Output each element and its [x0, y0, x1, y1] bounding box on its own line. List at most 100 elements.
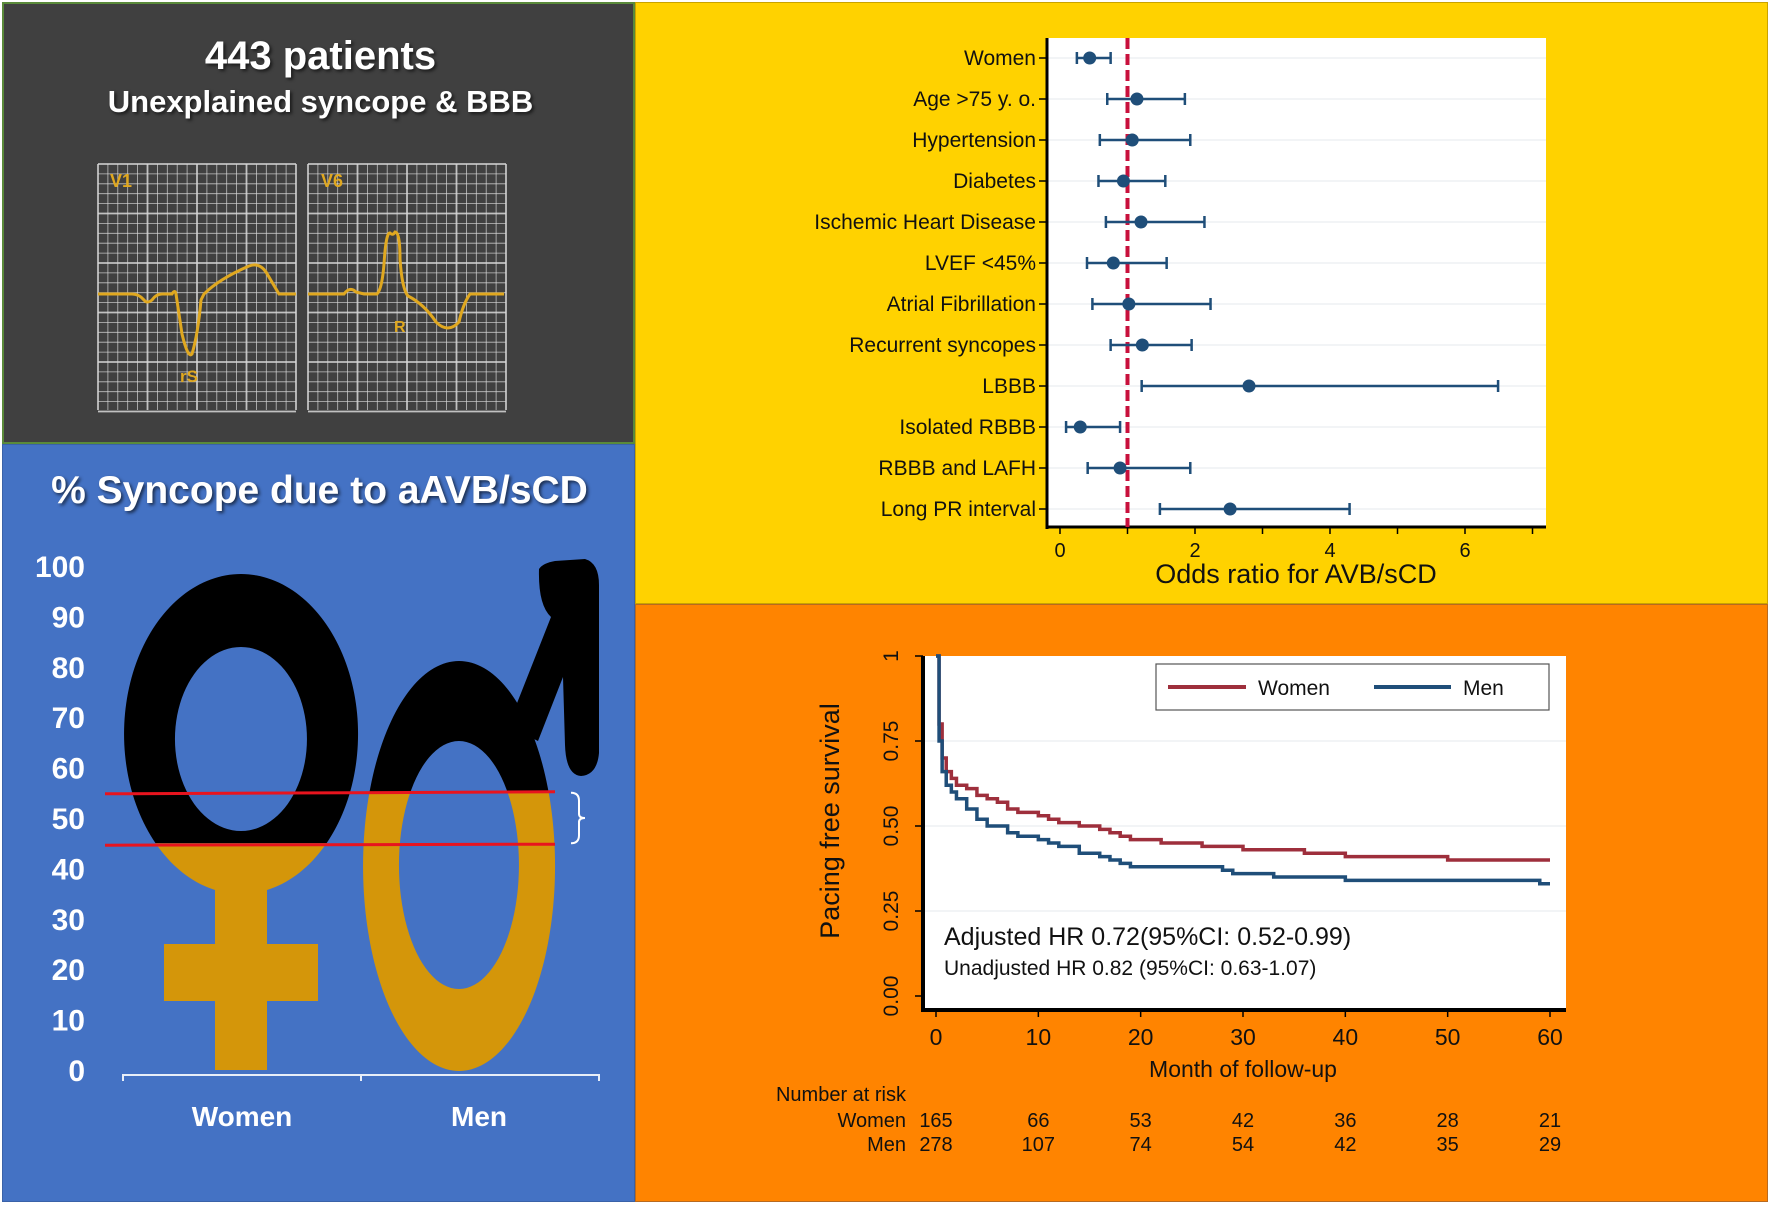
ecg-v6-pattern: R — [394, 319, 406, 336]
y-tick-label: 100 — [35, 551, 85, 584]
value-line-men — [104, 790, 556, 796]
x-tick-label: 2 — [1189, 540, 1200, 562]
risk-value: 21 — [1539, 1110, 1561, 1132]
point-estimate — [1083, 51, 1097, 65]
plot-area — [1047, 38, 1546, 527]
point-estimate — [1073, 420, 1087, 434]
x-axis-label: Odds ratio for AVB/sCD — [1155, 559, 1437, 589]
ci-atrial-fibrillation — [1091, 297, 1212, 311]
symbol-men-fill — [363, 792, 556, 1071]
symbol-women-fill — [155, 843, 327, 1070]
ci-ischemic-heart-disease — [1104, 215, 1206, 229]
x-tick-label: 0 — [1054, 540, 1065, 562]
y-tick-label: Isolated RBBB — [899, 416, 1036, 439]
point-estimate — [1134, 215, 1148, 229]
legend-label-men: Men — [1463, 677, 1504, 700]
y-tick-label: 0 — [68, 1055, 85, 1088]
x-tick-label: 20 — [1128, 1024, 1154, 1050]
ci-diabetes — [1097, 174, 1167, 188]
point-estimate — [1113, 461, 1127, 475]
cohort-title: 443 patients — [204, 34, 437, 78]
y-tick-label: Long PR interval — [881, 498, 1036, 521]
risk-value: 35 — [1437, 1134, 1459, 1156]
y-tick-label: Diabetes — [953, 170, 1036, 193]
y-tick-label: 40 — [52, 853, 85, 886]
ecg-strips: V1 V6 rS R — [97, 163, 507, 413]
female-crossbar — [164, 944, 318, 1001]
y-tick-label: Recurrent syncopes — [849, 334, 1036, 357]
point-estimate — [1122, 297, 1136, 311]
ecg-lead-v1: V1 — [110, 171, 132, 191]
ci-women — [1075, 51, 1112, 65]
risk-value: 165 — [919, 1110, 952, 1132]
point-estimate — [1125, 133, 1139, 147]
ecg-lead-v6: V6 — [321, 171, 343, 191]
y-tick-label: 50 — [52, 803, 85, 836]
syncope-title: % Syncope due to aAVB/sCD — [51, 469, 588, 512]
ci-age-75-y-o- — [1106, 92, 1187, 106]
risk-value: 278 — [919, 1134, 952, 1156]
syncope-panel: % Syncope due to aAVB/sCD 0 10 20 30 40 50 60 7… — [2, 444, 635, 1202]
female-ring — [124, 574, 359, 844]
y-tick-label: Atrial Fibrillation — [887, 293, 1036, 316]
risk-value: 29 — [1539, 1134, 1561, 1156]
point-estimate — [1135, 338, 1149, 352]
risk-value: 36 — [1334, 1110, 1356, 1132]
male-arrow — [508, 559, 599, 776]
point-estimate — [1116, 174, 1130, 188]
y-tick-label: 0.25 — [880, 891, 903, 932]
risk-value: 42 — [1232, 1110, 1254, 1132]
y-tick-label: 90 — [52, 601, 85, 634]
x-tick-label: 4 — [1324, 540, 1335, 562]
female-ring — [155, 843, 327, 894]
km-curve-men — [936, 654, 1550, 886]
risk-row-label: Men — [867, 1134, 906, 1156]
legend-label-women: Women — [1258, 677, 1330, 700]
ecg-v1-pattern: rS — [180, 367, 198, 386]
syncope-chart: 0 10 20 30 40 50 60 70 80 90 100 Women Men — [35, 551, 600, 1132]
y-tick-label: 60 — [52, 753, 85, 786]
forest-plot: 0 2 4 6 Odds ratio for AVB/sCD Women Age >75 y… — [814, 38, 1546, 589]
risk-table-title: Number at risk — [776, 1084, 907, 1106]
y-tick-label: Women — [964, 47, 1036, 70]
symbol-men-empty — [369, 559, 599, 793]
difference-bracket — [570, 791, 586, 845]
x-tick-label: 6 — [1459, 540, 1470, 562]
unadjusted-hr-text: Unadjusted HR 0.82 (95%CI: 0.63-1.07) — [944, 957, 1316, 980]
plot-area — [923, 656, 1566, 1010]
x-tick-label: 40 — [1333, 1024, 1359, 1050]
x-tick-label: 30 — [1230, 1024, 1256, 1050]
ecg-grid-v6 — [307, 163, 507, 413]
forest-panel: 0 2 4 6 Odds ratio for AVB/sCD Women Age >75 y… — [635, 2, 1768, 604]
y-tick-label: RBBB and LAFH — [878, 457, 1036, 480]
risk-value: 54 — [1232, 1134, 1254, 1156]
x-tick-label-men: Men — [451, 1101, 507, 1132]
y-tick-label: LVEF <45% — [925, 252, 1036, 275]
y-tick-label: 0.75 — [880, 721, 903, 762]
ci-rbbb-and-lafh — [1086, 461, 1192, 475]
ci-hypertension — [1098, 133, 1192, 147]
y-tick-label: Ischemic Heart Disease — [814, 211, 1036, 234]
symbol-women-empty — [124, 574, 359, 844]
adjusted-hr-text: Adjusted HR 0.72(95%CI: 0.52-0.99) — [944, 923, 1351, 951]
risk-row-label: Women — [837, 1110, 906, 1132]
risk-value: 107 — [1022, 1134, 1055, 1156]
x-tick-label: 60 — [1537, 1024, 1563, 1050]
value-line-women — [104, 842, 556, 847]
y-tick-label: 80 — [52, 652, 85, 685]
y-tick-label: 0.00 — [880, 976, 903, 1017]
x-tick-label-women: Women — [192, 1101, 293, 1132]
y-tick-label: Age >75 y. o. — [913, 88, 1036, 111]
ci-isolated-rbbb — [1064, 420, 1122, 434]
risk-value: 28 — [1437, 1110, 1459, 1132]
x-tick-label: 10 — [1026, 1024, 1052, 1050]
cohort-subtitle: Unexplained syncope & BBB — [107, 84, 534, 119]
point-estimate — [1130, 92, 1144, 106]
point-estimate — [1223, 502, 1237, 516]
x-tick-label: 0 — [930, 1024, 943, 1050]
legend: Women Men — [1155, 663, 1550, 711]
y-tick-label: LBBB — [982, 375, 1036, 398]
ecg-v1-trace — [98, 263, 296, 357]
y-tick-label: 0.50 — [880, 806, 903, 847]
x-tick-label: 50 — [1435, 1024, 1461, 1050]
